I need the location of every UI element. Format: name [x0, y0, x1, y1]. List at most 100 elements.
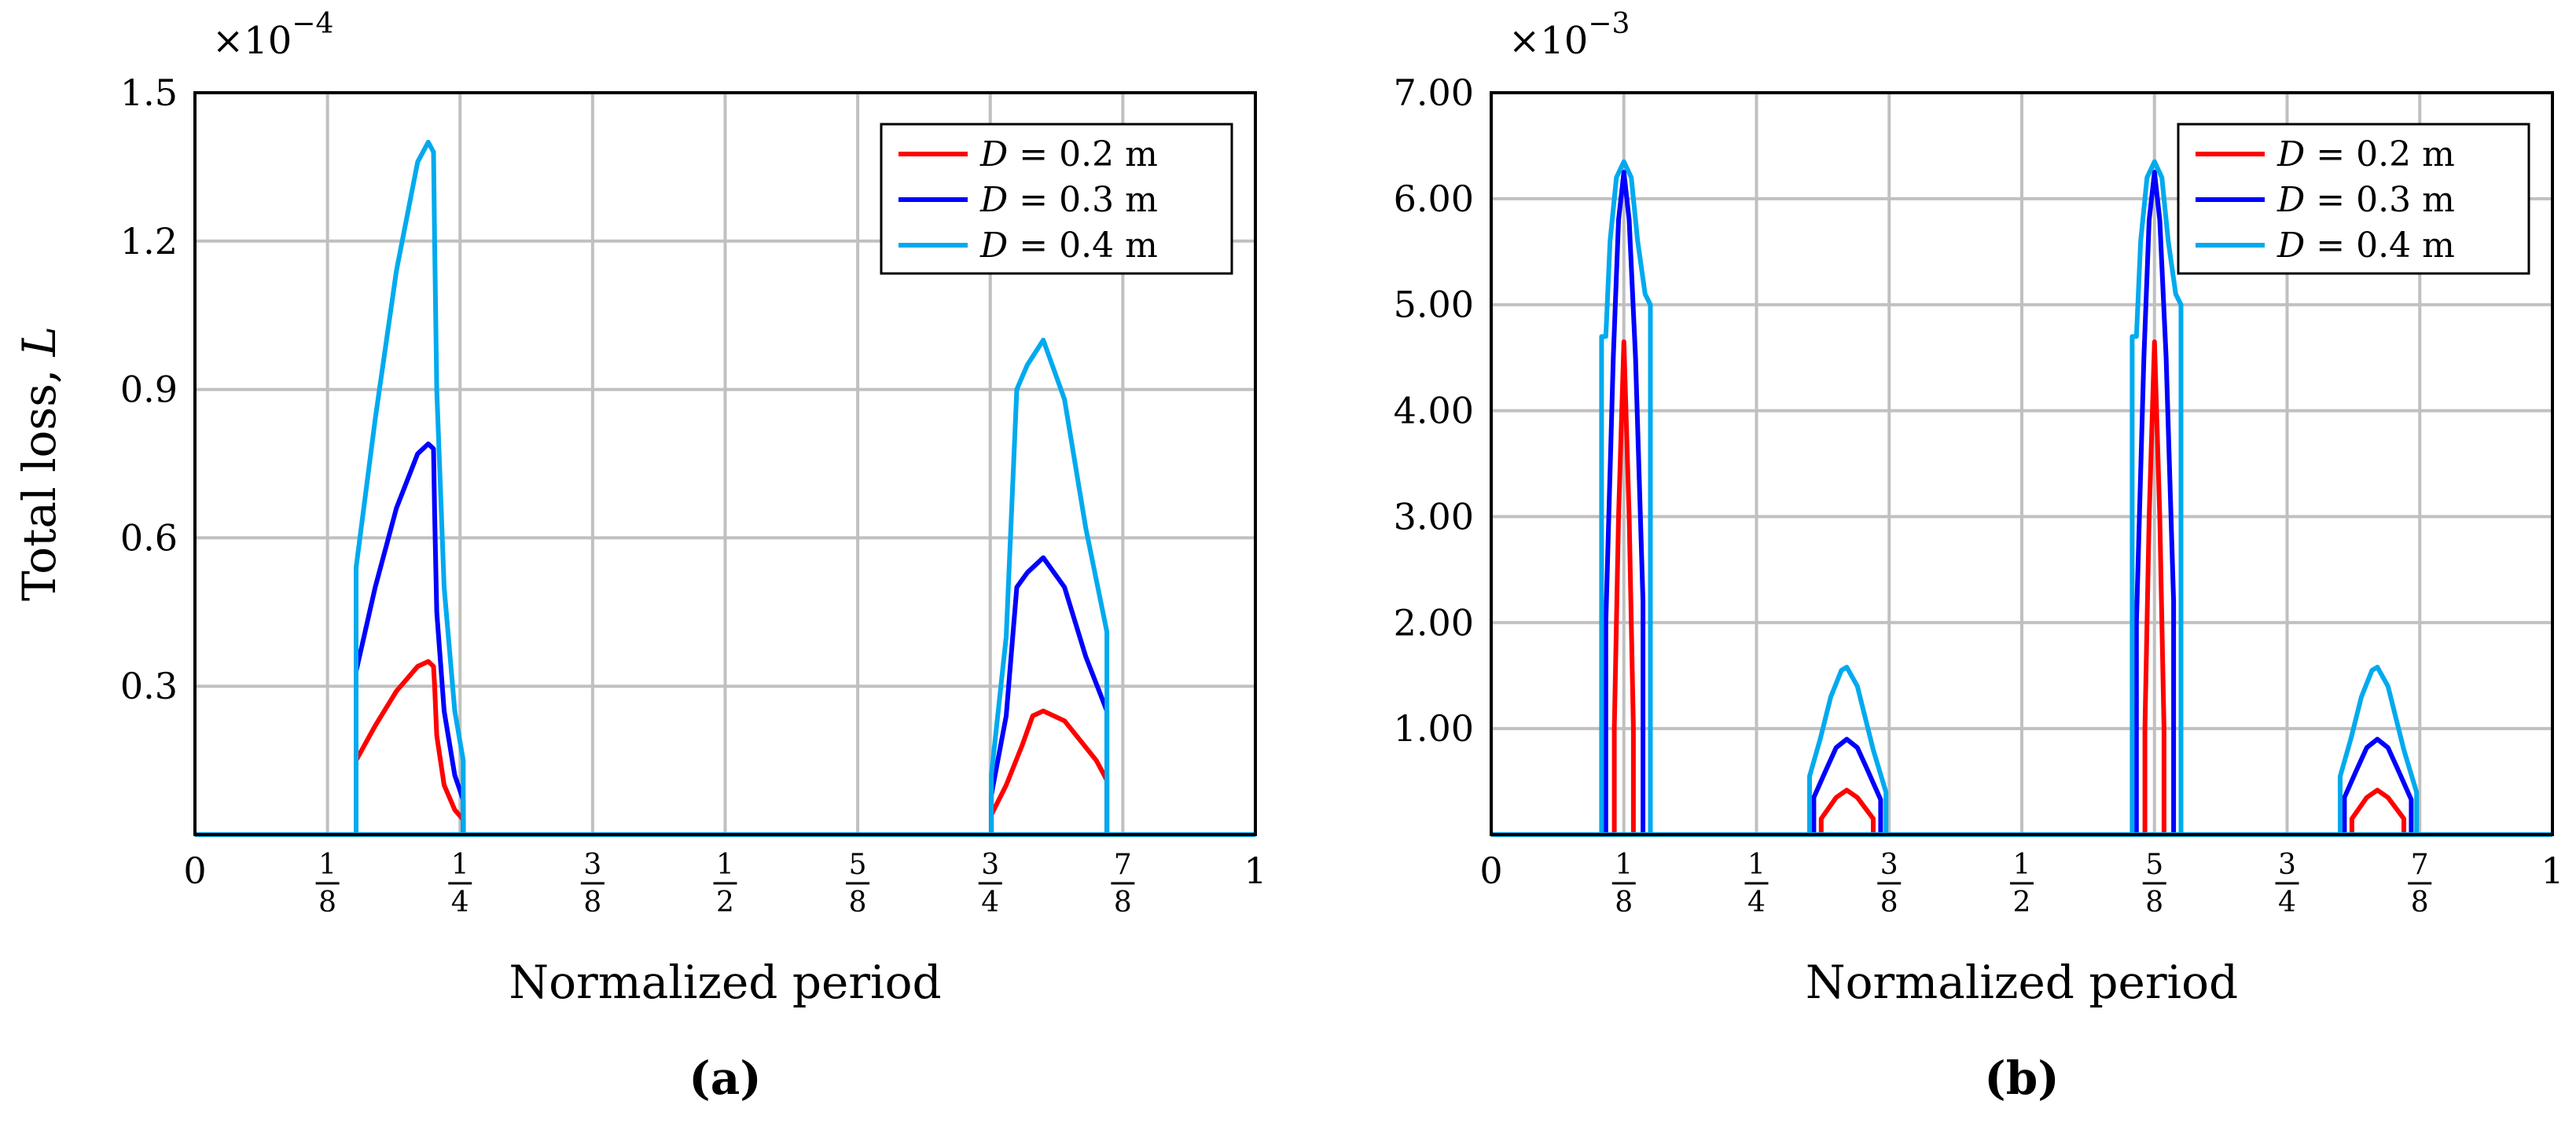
legend-entry-1: D = 0.2 m [2277, 134, 2455, 174]
multiplier-text: ×10−4 [212, 8, 333, 63]
legend-entry-1: D = 0.2 m [979, 134, 1158, 174]
legend-text: = 0.4 m [1008, 226, 1158, 266]
x-tick-denominator: 8 [583, 886, 601, 919]
legend-entry-2: D = 0.3 m [979, 180, 1158, 220]
legend-var: D [2277, 226, 2305, 266]
x-tick-label: 1 [1244, 850, 1266, 892]
x-tick-numerator: 3 [981, 849, 999, 881]
x-tick-label: 1 [2541, 850, 2563, 892]
series-line-3 [1807, 664, 1889, 835]
x-tick-fraction: 34 [2275, 849, 2299, 919]
panel-caption: (a) [689, 1051, 761, 1105]
legend-entry-3: D = 0.4 m [979, 226, 1158, 266]
y-tick-label: 1.5 [120, 72, 178, 114]
x-tick-numerator: 1 [2013, 849, 2031, 881]
x-tick-numerator: 5 [849, 849, 867, 881]
x-tick-numerator: 1 [716, 849, 734, 881]
series-line-3 [195, 139, 1255, 837]
x-tick-fraction: 14 [1744, 849, 1769, 919]
x-tick-label: 0 [1479, 850, 1502, 892]
legend-text: = 0.3 m [1008, 180, 1158, 220]
x-tick-fraction: 12 [713, 849, 737, 919]
series-group [195, 139, 1255, 837]
x-tick-fraction: 78 [2408, 849, 2432, 919]
panel-caption: (b) [1984, 1051, 2059, 1105]
y-tick-label: 3.00 [1394, 495, 1474, 538]
x-tick-numerator: 5 [2145, 849, 2163, 881]
multiplier-base: ×10 [1508, 19, 1588, 63]
x-tick-denominator: 4 [2278, 886, 2296, 919]
series-line-1 [195, 659, 1255, 837]
legend-var: D [979, 226, 1008, 266]
x-tick-fraction: 78 [1111, 849, 1135, 919]
x-tick-label: 0 [183, 850, 206, 892]
series-line-3 [1599, 159, 1653, 835]
legend-text: = 0.4 m [2305, 226, 2455, 266]
legend-var: D [2277, 134, 2305, 174]
y-tick-label: 0.3 [120, 665, 178, 707]
series-line-2 [1811, 736, 1883, 835]
legend-var: D [2277, 180, 2305, 220]
x-tick-denominator: 8 [1114, 886, 1132, 919]
legend-text: = 0.2 m [2305, 134, 2455, 174]
chart-a: 0.30.60.91.21.50 181438125834781×10−4Norm… [13, 8, 1267, 1105]
y-tick-label: 6.00 [1394, 178, 1474, 220]
series-line-2 [1603, 170, 1646, 835]
x-tick-denominator: 4 [981, 886, 999, 919]
multiplier-text: ×10−3 [1508, 8, 1630, 63]
x-tick-fraction: 18 [1611, 849, 1636, 919]
x-tick-numerator: 3 [1880, 849, 1898, 881]
x-tick-fraction: 38 [1877, 849, 1902, 919]
x-tick-fraction: 18 [315, 849, 340, 919]
x-tick-denominator: 8 [2411, 886, 2429, 919]
series-line-1 [2349, 787, 2406, 835]
multiplier-base: ×10 [212, 19, 292, 63]
x-tick-numerator: 1 [1615, 849, 1633, 881]
x-tick-denominator: 8 [318, 886, 336, 919]
x-tick-numerator: 3 [583, 849, 601, 881]
chart-b: 1.002.003.004.005.006.007.000 18143812583… [1394, 8, 2564, 1105]
series-line-1 [1611, 339, 1636, 835]
series-line-2 [2342, 736, 2414, 835]
x-tick-fraction: 58 [846, 849, 870, 919]
plot-frame [193, 91, 1257, 836]
legend-entry-3: D = 0.4 m [2277, 226, 2455, 266]
legend-text: = 0.3 m [2305, 180, 2455, 220]
multiplier-exponent: −4 [292, 8, 333, 40]
x-tick-denominator: 8 [1615, 886, 1633, 919]
series-line-3 [2130, 159, 2184, 835]
x-tick-denominator: 8 [849, 886, 867, 919]
x-tick-fraction: 14 [448, 849, 472, 919]
x-tick-fraction: 12 [2010, 849, 2034, 919]
y-tick-label: 1.00 [1394, 707, 1474, 750]
x-tick-numerator: 7 [1114, 849, 1132, 881]
series-line-1 [1818, 787, 1876, 835]
x-tick-denominator: 2 [2013, 886, 2031, 919]
y-tick-label: 0.6 [120, 516, 178, 559]
y-axis-label-text: Total loss, [13, 369, 66, 601]
series-line-3 [195, 337, 1255, 837]
x-tick-numerator: 1 [318, 849, 336, 881]
series-line-3 [2338, 664, 2420, 835]
multiplier-exponent: −3 [1588, 8, 1630, 40]
y-tick-label: 0.9 [120, 369, 178, 411]
axis-multiplier: ×10−4 [212, 8, 333, 63]
y-tick-label: 7.00 [1394, 72, 1474, 114]
x-tick-fraction: 58 [2142, 849, 2166, 919]
axis-multiplier: ×10−3 [1508, 8, 1630, 63]
series-line-2 [2133, 170, 2177, 835]
x-tick-denominator: 8 [2145, 886, 2163, 919]
x-tick-numerator: 1 [451, 849, 469, 881]
x-tick-numerator: 3 [2278, 849, 2296, 881]
legend: D = 0.2 mD = 0.3 mD = 0.4 m [2177, 123, 2530, 275]
y-axis-label-symbol: L [13, 326, 66, 358]
x-tick-numerator: 7 [2411, 849, 2429, 881]
x-axis-label: Normalized period [509, 956, 941, 1009]
y-axis-label: Total loss, L [13, 326, 66, 601]
legend-var: D [979, 134, 1008, 174]
legend: D = 0.2 mD = 0.3 mD = 0.4 m [880, 123, 1233, 275]
series-line-1 [2142, 339, 2166, 835]
x-tick-denominator: 4 [1747, 886, 1766, 919]
y-tick-label: 4.00 [1394, 390, 1474, 432]
